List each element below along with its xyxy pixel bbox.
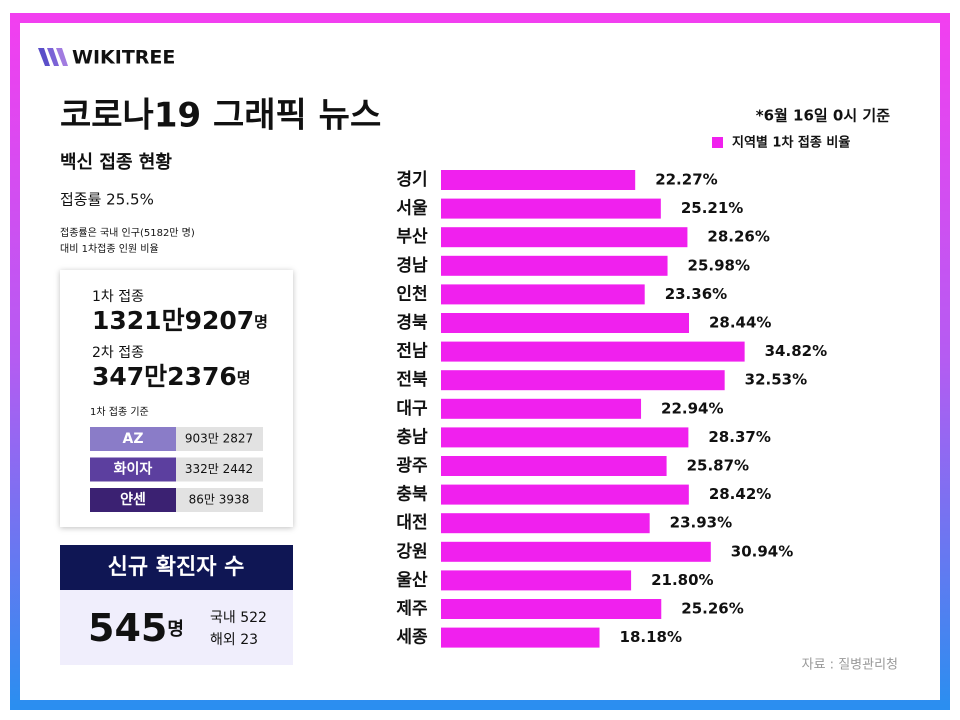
category-label: 제주 — [396, 599, 428, 619]
frame — [10, 13, 950, 710]
bar — [441, 284, 645, 305]
dose-card — [60, 270, 293, 527]
new-cases-header — [60, 545, 293, 590]
vaccine-name-cell — [90, 488, 176, 512]
value-label: 25.21% — [681, 199, 743, 217]
table-caption: 1차 접종 기준 — [90, 406, 149, 418]
category-label: 전남 — [396, 342, 428, 362]
vaccine-name-cell — [90, 427, 176, 451]
value-label: 25.26% — [681, 600, 743, 618]
new-cases-unit: 명 — [167, 619, 184, 640]
rate-note: 대비 1차접종 인원 비율 — [60, 243, 159, 255]
vaccine-name: 얀센 — [120, 491, 146, 508]
value-label: 18.18% — [620, 628, 682, 646]
dose-count: 1321만9207명 — [92, 306, 268, 335]
category-label: 전북 — [396, 370, 428, 390]
rate: 접종률 25.5% — [60, 191, 154, 209]
bar — [441, 198, 661, 219]
value-label: 23.36% — [665, 285, 727, 303]
value-label: 28.37% — [708, 428, 770, 446]
bar — [441, 227, 688, 248]
value-label: 25.87% — [687, 457, 749, 475]
value-label: 28.44% — [709, 314, 771, 332]
source: 자료 : 질병관리청 — [802, 658, 898, 673]
domestic: 국내 522 — [210, 610, 267, 626]
vaccine-name: 화이자 — [114, 461, 153, 478]
value-label: 30.94% — [731, 542, 793, 560]
bar — [441, 627, 600, 648]
vaccine-table: AZ 903만 2827 화이자 332만 2442 얀센 86만 3938 — [90, 427, 263, 512]
bar — [441, 541, 711, 562]
bar — [441, 170, 636, 190]
dose-count: 347만2376명 — [92, 362, 251, 391]
value-label: 21.80% — [651, 571, 713, 589]
bar — [441, 570, 632, 591]
new-cases-number: 545 — [88, 606, 167, 650]
category-label: 경북 — [396, 313, 428, 333]
value-label: 34.82% — [765, 342, 827, 360]
logo: WIKITREE — [72, 47, 175, 69]
subtitle: 백신 접종 현황 — [60, 152, 172, 173]
category-label: 광주 — [396, 456, 428, 476]
bar — [441, 513, 650, 534]
value-label: 22.27% — [655, 171, 717, 189]
category-label: 서울 — [396, 199, 428, 219]
category-label: 부산 — [396, 227, 428, 247]
dose-label: 2차 접종 — [92, 345, 144, 361]
category-label: 인천 — [396, 284, 427, 304]
new-cases-title: 신규 확진자 수 — [108, 555, 245, 580]
vaccine-name-cell — [90, 457, 176, 482]
logo-icon — [38, 48, 68, 66]
vaccine-count-cell — [176, 457, 263, 482]
dose-unit: 명 — [254, 313, 268, 331]
new-cases-count: 545명 — [88, 606, 184, 650]
vaccine-count: 86만 3938 — [189, 493, 250, 507]
bar-chart: 경기 22.27% 서울 25.21% 부산 28.26% 경남 25.98% 인천 23.36%… — [396, 170, 827, 648]
value-label: 23.93% — [670, 514, 732, 532]
category-label: 울산 — [396, 570, 428, 590]
category-label: 대구 — [396, 399, 428, 419]
vaccine-name: AZ — [123, 431, 144, 447]
new-cases-body — [60, 590, 293, 665]
vaccine-count: 903만 2827 — [185, 432, 253, 446]
value-label: 25.98% — [688, 256, 750, 274]
legend-swatch — [712, 137, 723, 148]
category-label: 충북 — [396, 485, 428, 505]
bar — [441, 341, 745, 362]
bar — [441, 484, 689, 505]
bar — [441, 427, 689, 448]
overseas: 해외 23 — [210, 632, 258, 648]
bar — [441, 398, 642, 419]
category-label: 경남 — [396, 256, 428, 276]
value-label: 28.26% — [707, 228, 769, 246]
category-label: 충남 — [396, 427, 428, 447]
value-label: 22.94% — [661, 399, 723, 417]
bar — [441, 456, 667, 476]
category-label: 강원 — [396, 542, 427, 562]
category-label: 세종 — [396, 628, 428, 648]
dose-label: 1차 접종 — [92, 289, 144, 305]
dose-unit: 명 — [237, 369, 251, 387]
title: 코로나19 그래픽 뉴스 — [60, 96, 381, 136]
category-label: 대전 — [396, 513, 427, 533]
rate-note: 접종률은 국내 인구(5182만 명) — [60, 227, 195, 239]
dose-count-number: 347만2376 — [92, 362, 237, 391]
vaccine-count: 332만 2442 — [185, 462, 253, 476]
value-label: 28.42% — [709, 485, 771, 503]
value-label: 32.53% — [745, 371, 807, 389]
legend-label: 지역별 1차 접종 비율 — [732, 135, 850, 151]
bar — [441, 599, 662, 619]
category-label: 경기 — [396, 170, 427, 190]
chart-note: *6월 16일 0시 기준 — [756, 107, 890, 125]
bar — [441, 313, 689, 333]
bar — [441, 370, 725, 391]
vaccine-count-cell — [176, 488, 263, 512]
dose-count-number: 1321만9207 — [92, 306, 254, 335]
vaccine-count-cell — [176, 427, 263, 451]
bar — [441, 255, 668, 276]
